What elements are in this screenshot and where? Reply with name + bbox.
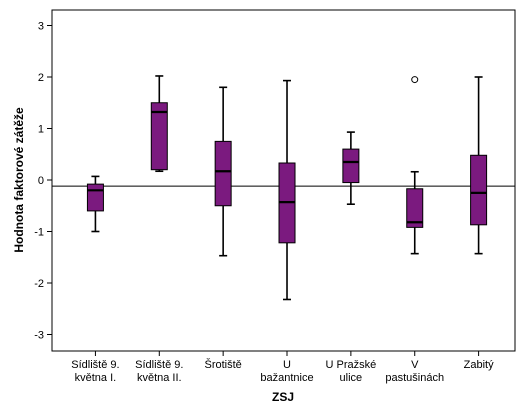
box-group	[406, 76, 424, 255]
box-group	[278, 79, 296, 301]
x-category-label: Zabitý	[464, 359, 494, 371]
y-axis: -3 -2 -1 0 1 2 3	[34, 21, 52, 342]
y-tick-label: 0	[38, 175, 44, 187]
x-axis-title: ZSJ	[272, 390, 294, 404]
x-category-label: května I.	[75, 372, 117, 384]
box-iqr	[150, 102, 168, 171]
y-tick-label: 2	[38, 72, 44, 84]
y-tick-label: 3	[38, 21, 44, 33]
x-category-label: bažantnice	[260, 372, 313, 384]
x-category-label: pastušinách	[385, 372, 444, 384]
x-category-label: Sídliště 9.	[135, 359, 183, 371]
box-iqr	[342, 148, 360, 184]
x-category-label: ulice	[340, 372, 363, 384]
y-tick-label: 1	[38, 124, 44, 136]
box-iqr	[86, 183, 104, 212]
outlier-point	[411, 76, 419, 84]
x-category-label: května II.	[137, 372, 182, 384]
box-iqr	[214, 140, 232, 207]
x-category-label: U	[283, 359, 291, 371]
x-category-label: U Pražské	[325, 359, 376, 371]
box-iqr	[470, 154, 488, 226]
x-category-label: Sídliště 9.	[71, 359, 119, 371]
box-group	[214, 86, 232, 257]
box-group	[342, 131, 360, 206]
x-axis: Sídliště 9.května I.Sídliště 9.května II…	[71, 351, 494, 384]
box-group	[470, 76, 488, 255]
box-group	[86, 175, 104, 233]
boxes-group	[86, 75, 488, 301]
x-category-label: Šrotiště	[205, 358, 242, 371]
y-tick-label: -2	[34, 278, 44, 290]
y-axis-title: Hodnota faktorové zátěže	[12, 107, 26, 253]
box-group	[150, 75, 168, 173]
y-tick-label: -1	[34, 227, 44, 239]
box-iqr	[406, 188, 424, 228]
y-tick-label: -3	[34, 330, 44, 342]
x-category-label: V	[411, 359, 419, 371]
